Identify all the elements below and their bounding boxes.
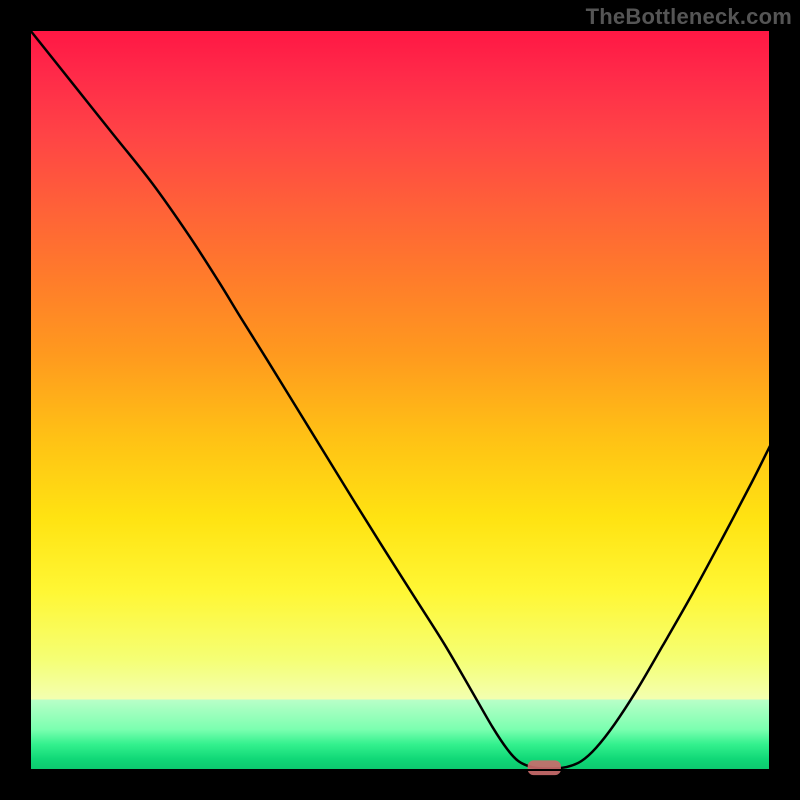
chart-container: TheBottleneck.com [0, 0, 800, 800]
optimal-marker [528, 760, 561, 775]
plot-background [30, 30, 770, 770]
chart-svg [0, 0, 800, 800]
